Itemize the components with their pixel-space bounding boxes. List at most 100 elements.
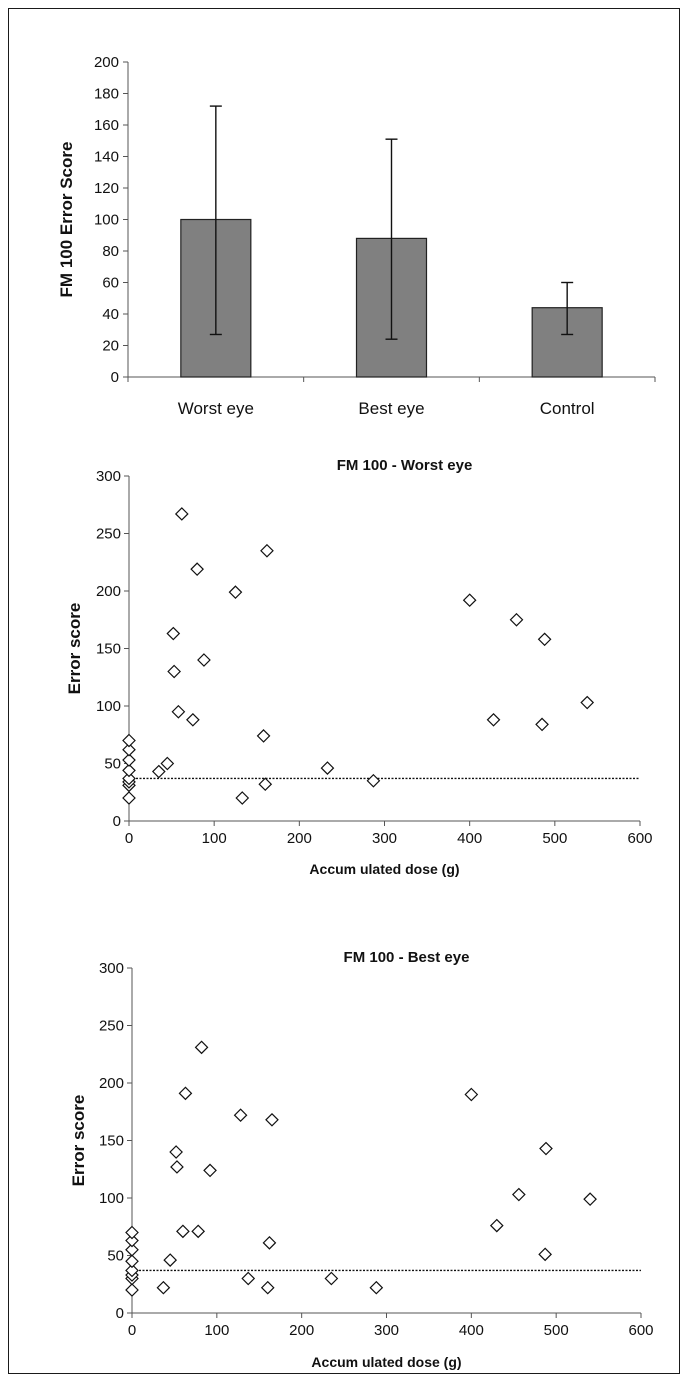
y-tick-label: 200 [94, 54, 119, 71]
data-point [486, 712, 501, 727]
y-tick-label: 80 [102, 243, 119, 260]
y-tick-label: 180 [94, 86, 119, 103]
data-point [258, 777, 273, 792]
data-point [228, 585, 243, 599]
data-point [163, 1253, 178, 1267]
y-tick-label: 300 [96, 468, 121, 485]
data-point [170, 1160, 184, 1174]
data-point [509, 612, 524, 627]
y-tick-label: 50 [104, 756, 121, 773]
y-tick-label: 250 [99, 1018, 124, 1035]
data-point [241, 1271, 256, 1286]
y-axis-label: Error score [69, 1095, 88, 1187]
y-tick-label: 200 [99, 1075, 124, 1092]
x-tick-label: 0 [128, 1322, 136, 1339]
figure-frame [8, 8, 680, 1374]
category-label: Control [540, 399, 595, 418]
y-axis-label: Error score [65, 603, 84, 695]
x-tick-label: 400 [459, 1322, 484, 1339]
y-tick-label: 120 [94, 180, 119, 197]
data-point [489, 1218, 504, 1233]
x-tick-label: 100 [204, 1322, 229, 1339]
data-point [125, 1254, 139, 1269]
data-point [122, 742, 136, 757]
data-point [262, 1236, 277, 1250]
y-tick-label: 60 [102, 275, 119, 292]
data-point [169, 1145, 183, 1159]
y-tick-label: 20 [102, 338, 119, 355]
data-point [122, 791, 136, 805]
data-point [580, 695, 595, 710]
x-tick-label: 100 [202, 830, 227, 847]
data-point [583, 1192, 597, 1206]
data-point [324, 1271, 339, 1286]
x-tick-label: 0 [125, 830, 133, 847]
data-point [190, 562, 204, 576]
x-tick-label: 300 [374, 1322, 399, 1339]
x-tick-label: 600 [628, 1322, 653, 1339]
y-tick-label: 0 [113, 813, 121, 830]
x-axis-label: Accum ulated dose (g) [311, 1354, 461, 1370]
y-tick-label: 100 [94, 212, 119, 229]
data-point [186, 712, 200, 727]
y-tick-label: 40 [102, 306, 119, 323]
data-point [539, 1141, 553, 1156]
data-point [125, 1242, 139, 1257]
y-tick-label: 150 [96, 641, 121, 658]
y-tick-label: 200 [96, 583, 121, 600]
data-point [462, 593, 477, 608]
data-point [369, 1280, 384, 1295]
data-point [256, 729, 271, 743]
y-tick-label: 250 [96, 526, 121, 543]
data-point [235, 791, 250, 805]
y-tick-label: 100 [96, 698, 121, 715]
data-point [197, 653, 211, 667]
data-point [122, 771, 136, 786]
x-tick-label: 600 [627, 830, 652, 847]
x-axis-label: Accum ulated dose (g) [309, 861, 459, 877]
y-tick-label: 140 [94, 149, 119, 166]
data-point [160, 756, 175, 771]
data-point [171, 704, 186, 719]
y-tick-label: 150 [99, 1133, 124, 1150]
data-point [320, 761, 335, 775]
y-tick-label: 50 [107, 1248, 124, 1265]
data-point [260, 543, 274, 558]
x-tick-label: 500 [542, 830, 567, 847]
data-point [535, 717, 549, 732]
data-point [511, 1187, 526, 1202]
data-point [174, 507, 189, 521]
data-point [265, 1112, 279, 1127]
y-axis-label: FM 100 Error Score [57, 142, 76, 298]
data-point [167, 664, 181, 679]
scatter-worst-eye: FM 100 - Worst eye 0 50 100 150 200 250 300 0 100… [65, 457, 653, 877]
data-point [464, 1087, 479, 1102]
data-point [125, 1233, 139, 1248]
data-point [166, 626, 181, 641]
data-point [151, 764, 166, 779]
x-tick-label: 200 [287, 830, 312, 847]
data-point [194, 1040, 209, 1055]
data-point [176, 1224, 190, 1239]
data-point [191, 1224, 206, 1239]
data-point [125, 1225, 139, 1240]
y-tick-label: 160 [94, 117, 119, 134]
data-point [260, 1280, 275, 1295]
data-point [122, 753, 136, 767]
data-point [122, 733, 136, 748]
y-tick-label: 300 [99, 960, 124, 977]
x-tick-label: 500 [544, 1322, 569, 1339]
data-point [156, 1280, 171, 1295]
data-point [125, 1263, 139, 1278]
chart-title: FM 100 - Best eye [344, 949, 470, 966]
x-tick-label: 300 [372, 830, 397, 847]
data-point [125, 1283, 139, 1297]
data-point [366, 773, 381, 788]
y-tick-label: 0 [116, 1305, 124, 1322]
x-tick-label: 200 [289, 1322, 314, 1339]
category-label: Best eye [358, 399, 424, 418]
y-tick-label: 100 [99, 1190, 124, 1207]
data-point [178, 1086, 193, 1101]
chart-title: FM 100 - Worst eye [337, 457, 473, 474]
